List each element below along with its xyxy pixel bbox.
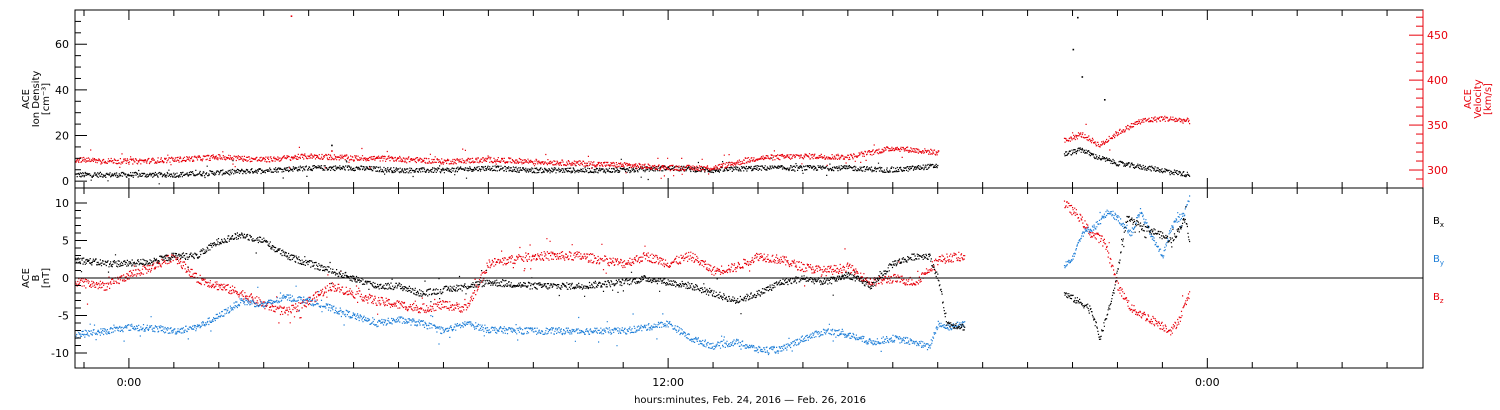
density-velocity-panel: 0 20 40 60 300 350 400 450	[55, 9, 1448, 189]
ion-density-series-spike	[1077, 16, 1079, 19]
velocity-tick-label: 300	[1427, 164, 1448, 177]
density-axis-title-line: ACE	[21, 89, 32, 109]
axis-titles: ACE Ion Density [cm⁻³] ACE Velocity [km/s]ACE…	[21, 71, 1494, 305]
density-tick-label: 60	[55, 38, 69, 51]
legend-bx: Bx	[1433, 216, 1444, 229]
velocity-tick-label: 450	[1427, 29, 1448, 42]
b-tick-label: -10	[51, 347, 69, 360]
velocity-series-spike	[937, 150, 940, 152]
b-axis-title: ACE B [nT]	[21, 268, 52, 288]
density-tick-label: 40	[55, 84, 69, 97]
x-tick-label: 0:00	[1195, 376, 1220, 389]
velocity-tick-label: 400	[1427, 74, 1448, 87]
ion-density-series-points	[75, 147, 1191, 185]
velocity-series-spike	[331, 150, 333, 152]
magnetic-field-panel: 10 5 0 -5 -10 0:00 12:00 0:00	[51, 187, 1424, 389]
density-axis-title-line: Ion Density	[31, 71, 42, 128]
ion-density-series-spike	[1103, 99, 1106, 101]
velocity-series-points	[75, 115, 1191, 179]
x-axis-title: hours:minutes, Feb. 24, 2016 — Feb. 26, …	[634, 395, 866, 406]
legend-by: By	[1433, 254, 1444, 267]
legend-label: B	[1433, 254, 1440, 265]
b-axis-title-line: ACE	[21, 268, 32, 288]
velocity-series	[75, 15, 1191, 179]
density-axis-title-line: [cm⁻³]	[41, 83, 52, 115]
ion-density-series	[75, 16, 1191, 185]
bz-series	[75, 200, 1191, 336]
b-tick-label: 5	[62, 235, 69, 248]
top-frame	[74, 9, 1424, 189]
b-tick-label: 0	[62, 272, 69, 285]
ion-density-series-spike	[331, 144, 333, 147]
legend-label: B	[1433, 216, 1440, 227]
bx-series	[75, 206, 1191, 340]
density-tick-label: 20	[55, 130, 69, 143]
ion-density-series-spike	[1081, 76, 1084, 78]
legend-label: B	[1433, 292, 1440, 303]
velocity-axis-title-line: Velocity	[1473, 79, 1484, 118]
velocity-tick-label: 350	[1427, 119, 1448, 132]
b-axis-title-line: [nT]	[41, 268, 52, 288]
top-data-layer	[75, 15, 1191, 185]
legend-bz: Bz	[1433, 292, 1444, 305]
x-tick-label: 0:00	[117, 376, 142, 389]
velocity-axis-title: ACE Velocity [km/s]	[1463, 79, 1494, 118]
density-axis-title: ACE Ion Density [cm⁻³]	[21, 71, 52, 128]
legend-subscript: x	[1440, 221, 1444, 229]
bz-series-points	[75, 200, 1191, 336]
velocity-axis-title-line: ACE	[1463, 89, 1474, 109]
b-axis-title-line: B	[31, 274, 42, 281]
by-series-points	[75, 195, 1191, 356]
bottom-axes: 10 5 0 -5 -10 0:00 12:00 0:00	[51, 187, 1424, 389]
b-tick-label: 10	[55, 197, 69, 210]
bx-series-points	[75, 206, 1191, 340]
legend-subscript: z	[1440, 297, 1444, 305]
velocity-axis-title-line: [km/s]	[1483, 83, 1494, 115]
velocity-series-spike	[290, 15, 293, 17]
density-tick-label: 0	[62, 175, 69, 188]
ion-density-series-spike	[1072, 48, 1075, 51]
b-tick-label: -5	[58, 310, 69, 323]
top-axes: 0 20 40 60 300 350 400 450	[55, 9, 1448, 189]
by-series	[75, 195, 1191, 356]
bottom-data-layer	[75, 195, 1191, 356]
legend-subscript: y	[1440, 259, 1444, 267]
x-tick-label: 12:00	[652, 376, 684, 389]
